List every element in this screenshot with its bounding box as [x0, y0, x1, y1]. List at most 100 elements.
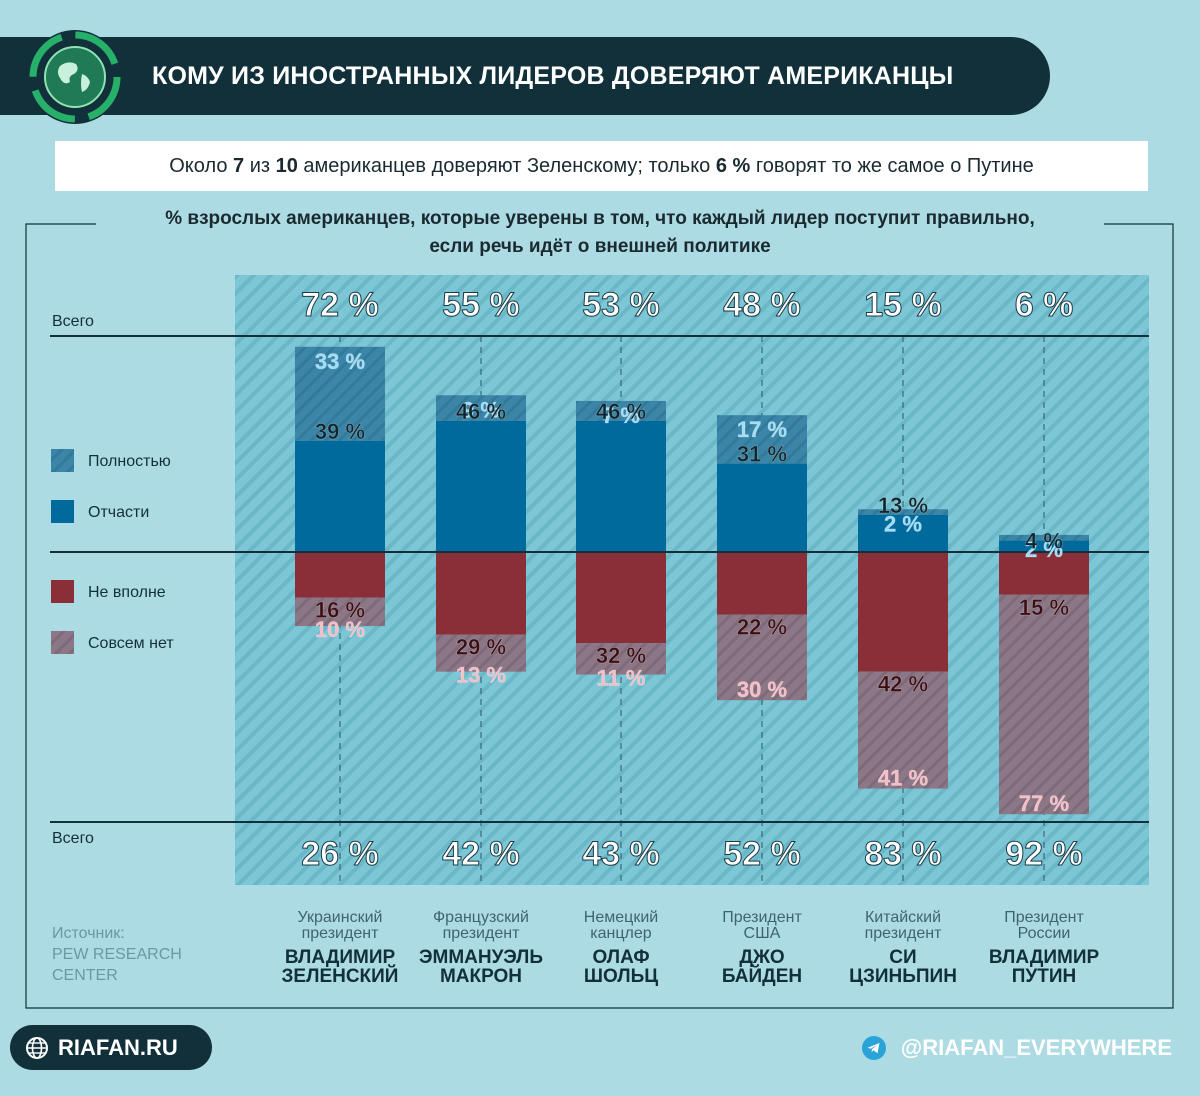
- category-role: Президент: [1004, 909, 1084, 926]
- label-none: 11 %: [597, 666, 646, 691]
- total-confident: 55 %: [442, 286, 520, 324]
- total-confident: 53 %: [582, 286, 660, 324]
- page-title: КОМУ ИЗ ИНОСТРАННЫХ ЛИДЕРОВ ДОВЕРЯЮТ АМЕ…: [152, 62, 954, 90]
- total-confident: 72 %: [301, 286, 379, 324]
- bar-partly: [717, 463, 807, 552]
- total-not-confident: 43 %: [582, 835, 660, 873]
- category-name: ВЛАДИМИР: [989, 947, 1100, 968]
- label-notquite: 29 %: [456, 635, 506, 660]
- label-none: 30 %: [737, 677, 787, 702]
- bar-notquite: [858, 552, 948, 672]
- label-none: 77 %: [1019, 791, 1069, 816]
- label-full: 2 %: [1025, 537, 1063, 562]
- label-full: 9 %: [462, 397, 500, 422]
- category-role: России: [1018, 925, 1071, 942]
- category-name: ЭММАНУЭЛЬ: [419, 947, 543, 968]
- globe-logo-icon: [28, 30, 122, 124]
- total-not-confident: 42 %: [442, 835, 520, 873]
- bar-notquite: [436, 552, 526, 635]
- header-bar: [0, 37, 1050, 115]
- globe-icon: [26, 1037, 48, 1059]
- category-name: ЗЕЛЕНСКИЙ: [282, 965, 399, 987]
- site-link[interactable]: RIAFAN.RU: [58, 1035, 178, 1060]
- bar-partly: [999, 540, 1089, 552]
- bar-none: [999, 594, 1089, 815]
- bar-none: [858, 671, 948, 789]
- source-name: CENTER: [52, 967, 118, 984]
- source-name: PEW RESEARCH: [52, 946, 182, 963]
- chart-frame: [25, 223, 1174, 1009]
- bar-none: [295, 597, 385, 627]
- category-role: президент: [443, 925, 520, 942]
- label-none: 41 %: [878, 766, 928, 791]
- legend-swatch-full: [51, 449, 74, 472]
- chart-title-line1: % взрослых американцев, которые уверены …: [165, 208, 1035, 229]
- category-name: ДЖО: [739, 947, 784, 968]
- legend-swatch-partly: [51, 500, 74, 523]
- total-not-confident: 83 %: [864, 835, 942, 873]
- legend-label-partly: Отчасти: [88, 504, 149, 521]
- bar-partly: [436, 420, 526, 552]
- category-role: канцлер: [590, 925, 651, 942]
- bar-full: [717, 415, 807, 464]
- legend-label-notquite: Не вполне: [88, 584, 166, 601]
- category-role: Украинский: [298, 909, 383, 926]
- label-none: 10 %: [315, 617, 365, 642]
- category-name: СИ: [889, 947, 916, 968]
- label-partly: 4 %: [1025, 529, 1063, 554]
- telegram-link[interactable]: @RIAFAN_EVERYWHERE: [900, 1035, 1172, 1060]
- bar-notquite: [999, 552, 1089, 595]
- legend-swatch-none: [51, 631, 74, 654]
- category-name: ЦЗИНЬПИН: [849, 966, 957, 987]
- label-notquite: 32 %: [596, 643, 646, 668]
- label-notquite: 15 %: [1019, 595, 1069, 620]
- label-partly: 13 %: [878, 493, 928, 518]
- label-full: 17 %: [737, 417, 787, 442]
- label-full: 2 %: [884, 511, 922, 536]
- category-role: Президент: [722, 909, 802, 926]
- bar-full: [295, 346, 385, 441]
- bar-full: [999, 534, 1089, 541]
- bar-full: [576, 400, 666, 421]
- total-not-confident: 52 %: [723, 835, 801, 873]
- telegram-icon: [862, 1036, 886, 1060]
- bar-none: [576, 643, 666, 675]
- bar-full: [436, 395, 526, 421]
- label-notquite: 16 %: [315, 598, 365, 623]
- bar-notquite: [717, 552, 807, 615]
- bar-full: [858, 509, 948, 515]
- category-name: МАКРОН: [440, 966, 522, 987]
- plot-background: [235, 275, 1149, 885]
- bar-none: [717, 614, 807, 701]
- category-name: ШОЛЬЦ: [584, 966, 658, 987]
- total-not-confident: 92 %: [1005, 835, 1083, 873]
- category-role: президент: [302, 925, 379, 942]
- chart-title-line2: если речь идёт о внешней политике: [429, 236, 770, 257]
- total-confident: 6 %: [1015, 286, 1074, 324]
- category-role: Французский: [433, 909, 529, 926]
- source-label: Источник:: [52, 925, 125, 942]
- bar-partly: [858, 514, 948, 552]
- label-notquite: 42 %: [878, 672, 928, 697]
- category-name: БАЙДЕН: [722, 965, 802, 987]
- subtitle: Около 7 из 10 американцев доверяют Зелен…: [55, 141, 1148, 191]
- label-none: 13 %: [456, 663, 506, 688]
- label-partly: 31 %: [737, 442, 787, 467]
- category-name: ОЛАФ: [592, 947, 649, 968]
- category-role: президент: [865, 925, 942, 942]
- category-name: ПУТИН: [1012, 966, 1076, 987]
- category-role: США: [744, 925, 781, 942]
- total-not-confident: 26 %: [301, 835, 379, 873]
- label-notquite: 22 %: [737, 615, 787, 640]
- label-partly: 39 %: [315, 419, 365, 444]
- total-label-top: Всего: [52, 313, 94, 330]
- bar-none: [436, 634, 526, 672]
- total-label-bottom: Всего: [52, 830, 94, 847]
- label-full: 33 %: [315, 349, 365, 374]
- total-confident: 48 %: [723, 286, 801, 324]
- legend-label-full: Полностью: [88, 453, 171, 470]
- category-role: Китайский: [865, 909, 941, 926]
- bar-partly: [295, 440, 385, 552]
- label-partly: 46 %: [596, 399, 646, 424]
- category-role: Немецкий: [584, 909, 658, 926]
